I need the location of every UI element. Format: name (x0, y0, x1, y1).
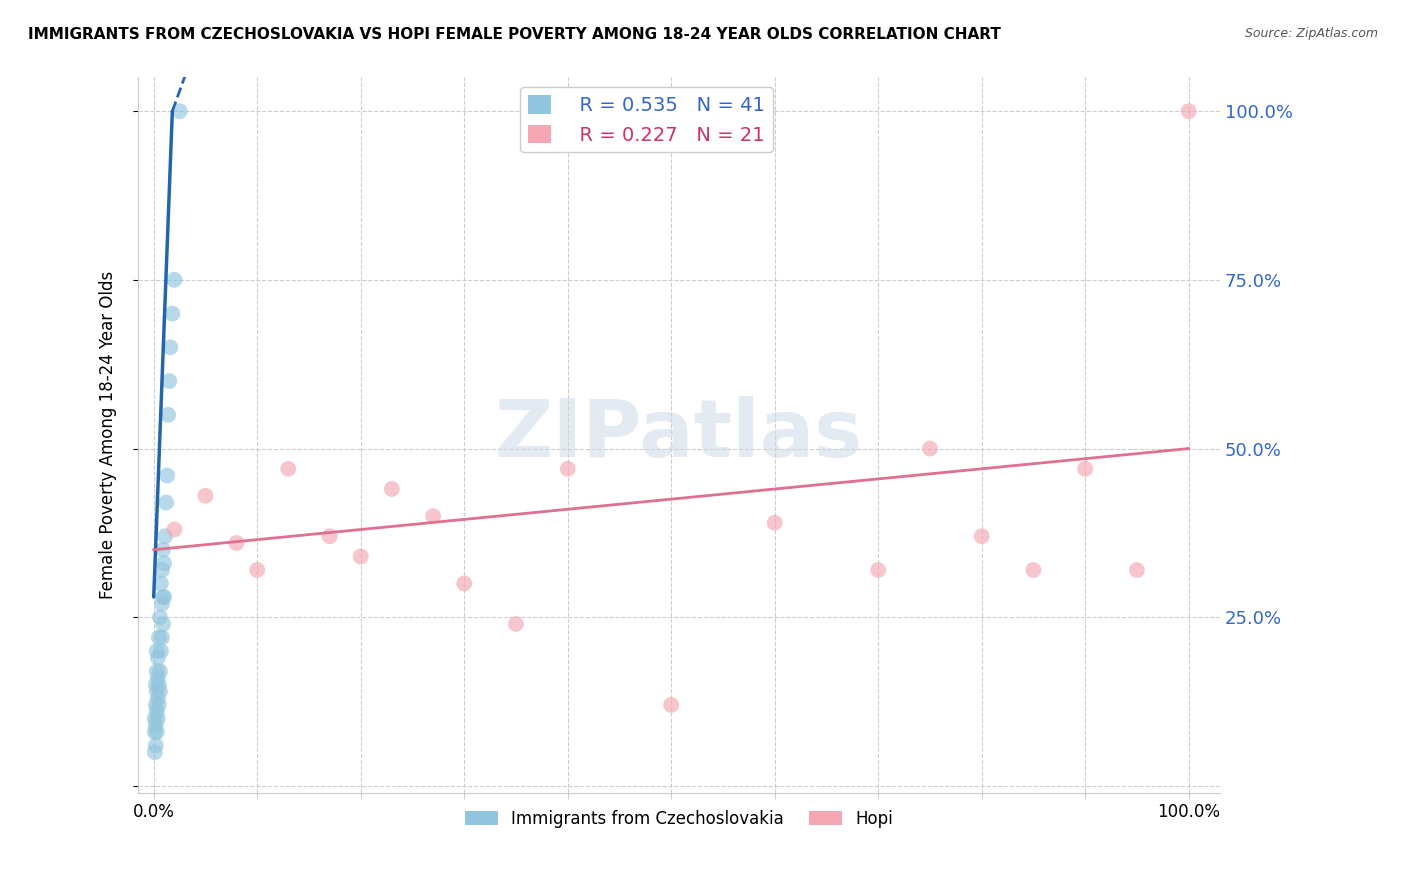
Point (505, 617, 527, 632)
Point (145, 678, 167, 692)
Point (149, 610, 172, 624)
Point (277, 462, 299, 476)
Point (868, 563, 890, 577)
Point (453, 576, 475, 591)
Legend: Immigrants from Czechoslovakia, Hopi: Immigrants from Czechoslovakia, Hopi (458, 803, 900, 834)
Point (659, 698, 682, 712)
Point (150, 631, 173, 645)
Point (143, 711, 166, 725)
Point (145, 718, 167, 732)
Point (146, 711, 169, 725)
Point (194, 489, 217, 503)
Point (163, 523, 186, 537)
Point (145, 698, 167, 712)
Point (157, 408, 180, 422)
Point (350, 549, 373, 564)
Point (146, 644, 169, 658)
Point (146, 691, 169, 706)
Point (159, 340, 181, 354)
Point (146, 705, 169, 719)
Point (152, 617, 174, 632)
Point (970, 529, 993, 543)
Point (163, 273, 186, 287)
Point (169, 104, 191, 119)
Point (162, 307, 184, 321)
Point (918, 442, 941, 456)
Point (1126, 563, 1149, 577)
Point (318, 529, 340, 543)
Point (157, 374, 180, 388)
Point (148, 631, 170, 645)
Point (153, 529, 176, 543)
Point (1074, 462, 1097, 476)
Point (763, 516, 786, 530)
Point (150, 597, 173, 611)
Point (143, 745, 166, 759)
Point (153, 590, 176, 604)
Point (1177, 104, 1199, 119)
Point (150, 563, 173, 577)
Point (557, 462, 579, 476)
Point (149, 576, 172, 591)
Point (146, 684, 169, 698)
Point (1022, 563, 1045, 577)
Point (153, 556, 176, 570)
Point (156, 468, 179, 483)
Text: Source: ZipAtlas.com: Source: ZipAtlas.com (1244, 27, 1378, 40)
Point (381, 482, 404, 496)
Text: ZIPatlas: ZIPatlas (495, 396, 863, 474)
Point (155, 495, 177, 509)
Point (152, 542, 174, 557)
Point (225, 536, 247, 550)
Point (149, 664, 172, 678)
Point (146, 671, 169, 685)
Point (143, 725, 166, 739)
Point (148, 698, 170, 712)
Y-axis label: Female Poverty Among 18-24 Year Olds: Female Poverty Among 18-24 Year Olds (100, 271, 117, 599)
Point (246, 563, 269, 577)
Point (149, 644, 172, 658)
Point (149, 684, 172, 698)
Text: IMMIGRANTS FROM CZECHOSLOVAKIA VS HOPI FEMALE POVERTY AMONG 18-24 YEAR OLDS CORR: IMMIGRANTS FROM CZECHOSLOVAKIA VS HOPI F… (28, 27, 1001, 42)
Point (146, 650, 169, 665)
Point (422, 508, 444, 523)
Point (146, 725, 169, 739)
Point (145, 739, 167, 753)
Point (146, 664, 169, 678)
Point (148, 678, 170, 692)
Point (152, 590, 174, 604)
